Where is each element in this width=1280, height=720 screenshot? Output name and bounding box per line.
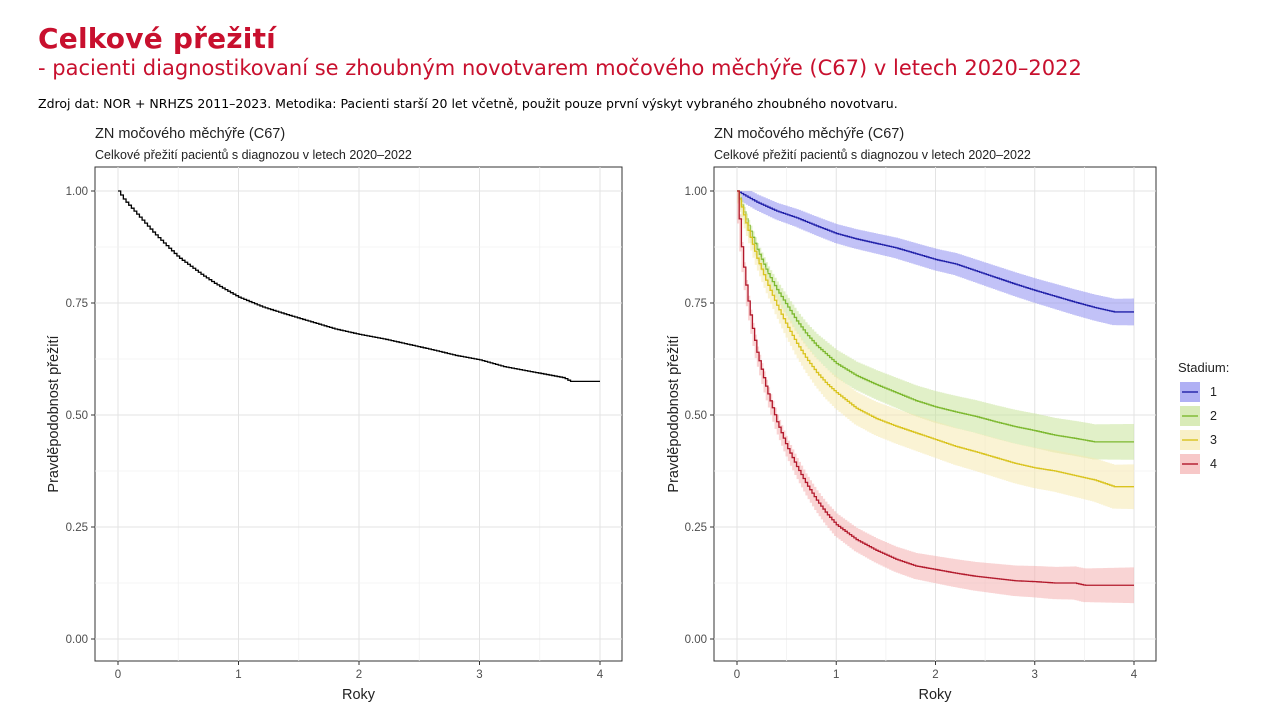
- chart-subtitle: Celkové přežití pacientů s diagnozou v l…: [95, 148, 412, 162]
- x-tick-label: 1: [833, 669, 839, 681]
- x-tick-label: 2: [932, 669, 938, 681]
- chart-panel-2: ZN močového měchýře (C67) Celkové přežití…: [666, 126, 1229, 703]
- page-title: Celkové přežití: [38, 22, 276, 55]
- ci-band-1: [737, 191, 1134, 326]
- x-axis-label: Roky: [918, 687, 952, 703]
- chart-title: ZN močového měchýře (C67): [714, 126, 904, 142]
- y-tick-label: 0.75: [66, 298, 88, 310]
- series-line-2: [737, 190, 1134, 443]
- chart-title: ZN močového měchýře (C67): [95, 126, 285, 142]
- legend-title: Stadium:: [1178, 360, 1229, 375]
- x-tick-label: 3: [1032, 669, 1038, 681]
- y-tick-label: 0.25: [66, 522, 88, 534]
- x-tick-label: 2: [356, 669, 362, 681]
- legend-label-1: 1: [1210, 385, 1217, 399]
- y-tick-label: 0.75: [685, 298, 707, 310]
- y-tick-label: 0.25: [685, 522, 707, 534]
- x-tick-label: 3: [476, 669, 482, 681]
- x-tick-label: 4: [1131, 669, 1138, 681]
- y-tick-label: 0.00: [66, 634, 88, 646]
- y-axis-label: Pravděpodobnost přežití: [666, 335, 682, 492]
- y-axis-label: Pravděpodobnost přežití: [46, 335, 62, 492]
- legend-label-4: 4: [1210, 457, 1217, 471]
- x-tick-label: 4: [597, 669, 604, 681]
- series-line-1: [118, 190, 600, 383]
- page-subtitle: - pacienti diagnostikovaní se zhoubným n…: [38, 56, 1082, 80]
- y-tick-label: 0.50: [66, 410, 88, 422]
- y-tick-label: 1.00: [66, 186, 88, 198]
- chart-subtitle: Celkové přežití pacientů s diagnozou v l…: [714, 148, 1031, 162]
- ci-band-3: [737, 191, 1134, 510]
- y-tick-label: 1.00: [685, 186, 707, 198]
- legend-label-3: 3: [1210, 433, 1217, 447]
- series-line-4: [737, 190, 1134, 586]
- series-line-1: [737, 190, 1134, 313]
- x-tick-label: 0: [734, 669, 740, 681]
- y-tick-label: 0.00: [685, 634, 707, 646]
- y-tick-label: 0.50: [685, 410, 707, 422]
- chart-panel-1: ZN močového měchýře (C67) Celkové přežití…: [46, 126, 623, 703]
- x-tick-label: 1: [235, 669, 241, 681]
- legend-label-2: 2: [1210, 409, 1217, 423]
- x-axis-label: Roky: [342, 687, 376, 703]
- x-tick-label: 0: [115, 669, 121, 681]
- source-note: Zdroj dat: NOR + NRHZS 2011–2023. Metodi…: [38, 96, 898, 111]
- series-line-3: [737, 190, 1134, 488]
